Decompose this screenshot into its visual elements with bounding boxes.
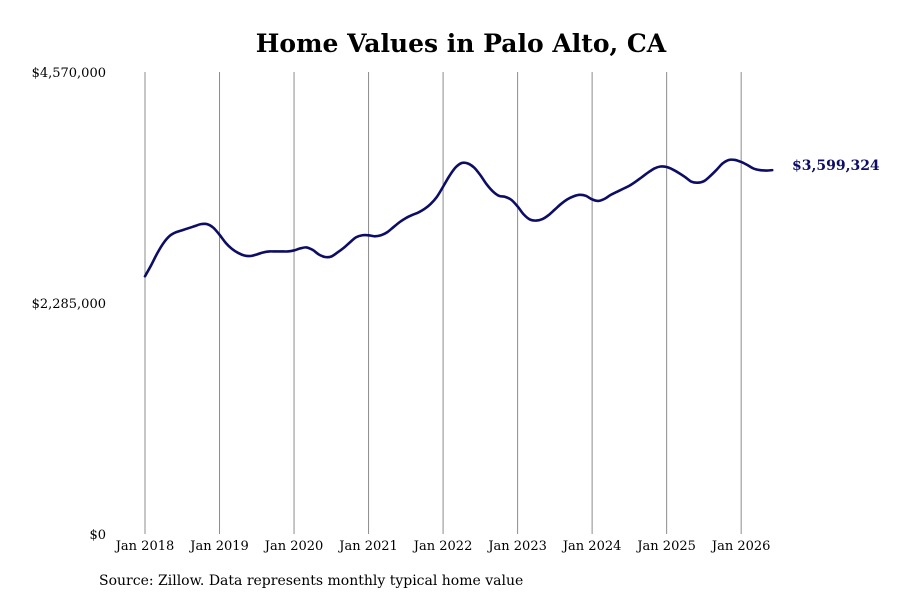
series-layer (143, 158, 774, 278)
x-tick-label: Jan 2023 (486, 539, 547, 554)
x-tick-label: Jan 2018 (114, 539, 175, 554)
series-line (143, 158, 774, 278)
end-value-label: $3,599,324 (792, 158, 880, 174)
y-tick-label: $4,570,000 (32, 66, 106, 81)
source-note: Source: Zillow. Data represents monthly … (99, 573, 524, 589)
y-tick-label: $2,285,000 (32, 297, 106, 312)
y-tick-label: $0 (89, 528, 106, 543)
vertical-gridlines (144, 72, 742, 534)
x-tick-label: Jan 2024 (561, 539, 622, 554)
x-tick-label: Jan 2019 (188, 539, 249, 554)
x-tick-label: Jan 2020 (263, 539, 324, 554)
x-tick-label: Jan 2021 (337, 539, 398, 554)
x-tick-label: Jan 2026 (710, 539, 771, 554)
x-tick-label: Jan 2022 (412, 539, 473, 554)
chart-title: Home Values in Palo Alto, CA (256, 29, 667, 58)
y-axis-ticks: $0 $2,285,000 $4,570,000 (32, 66, 106, 543)
x-axis-ticks: Jan 2018 Jan 2019 Jan 2020 Jan 2021 Jan 2022… (114, 539, 771, 554)
x-tick-label: Jan 2025 (635, 539, 696, 554)
